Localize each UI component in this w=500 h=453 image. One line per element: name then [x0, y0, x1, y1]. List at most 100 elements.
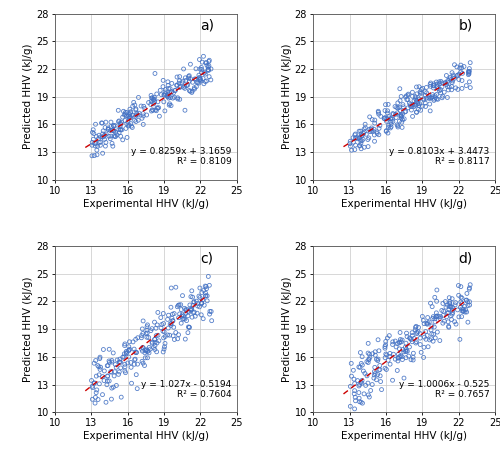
Point — [90, 140, 98, 147]
Point — [358, 131, 366, 139]
Point — [360, 128, 368, 135]
Point — [131, 101, 139, 109]
Point — [147, 327, 155, 334]
Point — [174, 331, 182, 338]
Point — [458, 300, 466, 307]
Point — [398, 119, 406, 126]
Point — [450, 61, 458, 68]
Point — [426, 318, 434, 326]
Point — [448, 86, 456, 93]
Point — [152, 90, 160, 97]
Point — [206, 310, 214, 318]
Point — [190, 309, 198, 316]
Point — [376, 366, 384, 373]
Point — [172, 329, 179, 336]
Point — [381, 345, 389, 352]
Point — [366, 393, 374, 400]
Point — [356, 398, 364, 405]
Point — [159, 83, 167, 90]
Point — [406, 102, 414, 110]
Point — [186, 305, 194, 313]
Point — [374, 336, 382, 343]
Point — [426, 299, 434, 307]
Point — [103, 381, 111, 388]
Point — [430, 331, 438, 338]
Point — [381, 354, 389, 361]
Point — [364, 143, 372, 150]
Point — [160, 92, 168, 99]
Point — [346, 403, 354, 410]
Point — [408, 336, 416, 343]
Point — [88, 383, 96, 390]
Point — [414, 94, 422, 101]
Point — [120, 350, 128, 357]
Point — [161, 107, 169, 115]
Point — [437, 78, 445, 85]
Point — [444, 309, 452, 316]
Point — [430, 80, 438, 87]
Point — [120, 108, 128, 115]
Point — [124, 122, 132, 130]
Point — [95, 131, 103, 139]
Point — [143, 327, 151, 334]
Point — [348, 413, 356, 420]
Point — [368, 381, 376, 388]
Point — [196, 74, 203, 81]
Point — [196, 65, 204, 72]
Point — [100, 131, 108, 139]
Point — [96, 139, 104, 146]
Point — [139, 317, 147, 324]
Point — [188, 305, 196, 313]
Point — [102, 139, 110, 146]
Point — [150, 96, 158, 103]
Point — [382, 127, 390, 134]
Point — [176, 96, 184, 103]
Point — [200, 80, 208, 87]
Point — [386, 350, 394, 357]
Point — [446, 300, 454, 308]
Point — [370, 375, 378, 382]
Point — [171, 87, 179, 94]
Point — [106, 127, 114, 134]
Point — [412, 326, 420, 333]
Point — [125, 353, 133, 361]
Point — [422, 89, 430, 96]
Point — [108, 395, 116, 403]
Point — [88, 152, 96, 159]
Point — [384, 116, 392, 123]
Point — [108, 127, 116, 134]
Point — [394, 109, 402, 116]
Point — [408, 106, 416, 114]
Point — [374, 357, 382, 364]
Point — [124, 347, 132, 355]
Point — [448, 79, 456, 86]
Point — [424, 95, 432, 102]
Point — [433, 286, 441, 294]
Point — [438, 79, 446, 87]
Point — [154, 309, 162, 316]
Point — [184, 73, 192, 80]
Point — [156, 113, 164, 120]
Point — [386, 332, 394, 339]
Point — [180, 305, 188, 312]
Point — [434, 85, 442, 92]
Point — [113, 131, 121, 139]
Point — [446, 299, 454, 307]
Point — [394, 123, 402, 130]
Point — [152, 106, 160, 114]
Y-axis label: Predicted HHV (kJ/g): Predicted HHV (kJ/g) — [24, 276, 34, 382]
Point — [352, 130, 360, 138]
Point — [140, 105, 148, 112]
Point — [373, 128, 381, 135]
Point — [202, 77, 210, 85]
Point — [396, 336, 404, 343]
Point — [170, 94, 178, 101]
Point — [196, 76, 204, 83]
Point — [384, 357, 392, 364]
Point — [102, 143, 110, 150]
Point — [406, 100, 413, 107]
Point — [133, 110, 141, 117]
Point — [90, 380, 98, 387]
Point — [146, 346, 154, 353]
Point — [166, 94, 174, 101]
